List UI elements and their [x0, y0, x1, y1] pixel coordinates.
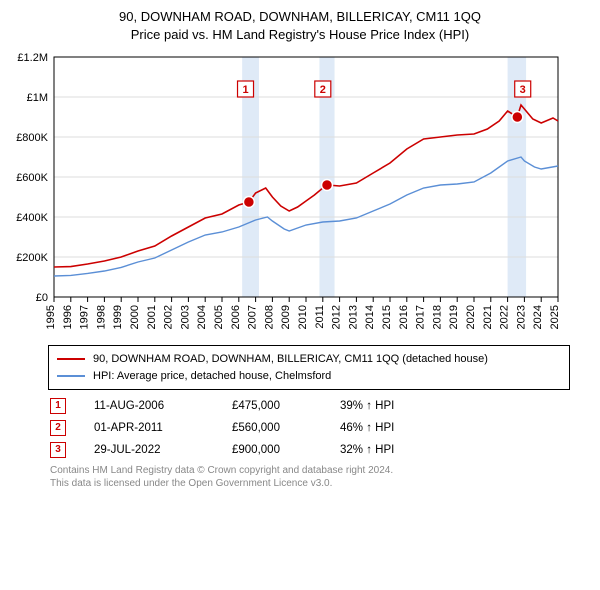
svg-text:1997: 1997	[79, 305, 91, 329]
footnote: Contains HM Land Registry data © Crown c…	[50, 464, 570, 490]
svg-text:2010: 2010	[297, 305, 309, 329]
svg-text:£0: £0	[36, 292, 48, 304]
svg-text:2009: 2009	[280, 305, 292, 329]
marker-row-2: 2 01-APR-2011 £560,000 46% ↑ HPI	[50, 420, 570, 436]
svg-text:2005: 2005	[213, 305, 225, 329]
svg-text:£200K: £200K	[16, 252, 48, 264]
svg-text:2001: 2001	[146, 305, 158, 329]
svg-text:2011: 2011	[314, 305, 326, 329]
legend-row-subject: 90, DOWNHAM ROAD, DOWNHAM, BILLERICAY, C…	[57, 351, 561, 368]
title-line-1: 90, DOWNHAM ROAD, DOWNHAM, BILLERICAY, C…	[10, 8, 590, 26]
svg-text:2008: 2008	[263, 305, 275, 329]
marker-date-2: 01-APR-2011	[94, 422, 204, 434]
svg-text:2002: 2002	[163, 305, 175, 329]
chart-title: 90, DOWNHAM ROAD, DOWNHAM, BILLERICAY, C…	[10, 8, 590, 43]
svg-text:2020: 2020	[465, 305, 477, 329]
svg-text:2021: 2021	[482, 305, 494, 329]
svg-text:2006: 2006	[230, 305, 242, 329]
svg-text:£600K: £600K	[16, 172, 48, 184]
svg-text:2022: 2022	[499, 305, 511, 329]
svg-text:£400K: £400K	[16, 212, 48, 224]
legend-label-subject: 90, DOWNHAM ROAD, DOWNHAM, BILLERICAY, C…	[93, 351, 488, 368]
price-chart-svg: £0 £200K £400K £600K £800K £1M £1.2M 1995 1996 19…	[10, 49, 570, 339]
svg-text:2016: 2016	[398, 305, 410, 329]
marker-row-3: 3 29-JUL-2022 £900,000 32% ↑ HPI	[50, 442, 570, 458]
svg-text:2018: 2018	[431, 305, 443, 329]
marker-date-3: 29-JUL-2022	[94, 444, 204, 456]
chart-area: £0 £200K £400K £600K £800K £1M £1.2M 1995 1996 19…	[10, 49, 590, 339]
marker-badge-2: 2	[50, 420, 66, 436]
markers-table: 1 11-AUG-2006 £475,000 39% ↑ HPI 2 01-AP…	[50, 398, 570, 458]
marker-note-1: 39% ↑ HPI	[340, 400, 394, 412]
svg-text:2000: 2000	[129, 305, 141, 329]
marker-badge-1: 1	[50, 398, 66, 414]
svg-text:2017: 2017	[415, 305, 427, 329]
legend-row-hpi: HPI: Average price, detached house, Chel…	[57, 368, 561, 385]
marker-row-1: 1 11-AUG-2006 £475,000 39% ↑ HPI	[50, 398, 570, 414]
marker-note-3: 32% ↑ HPI	[340, 444, 394, 456]
marker-badge-3: 3	[50, 442, 66, 458]
svg-text:2003: 2003	[179, 305, 191, 329]
marker-date-1: 11-AUG-2006	[94, 400, 204, 412]
svg-text:2025: 2025	[549, 305, 561, 329]
marker-price-2: £560,000	[232, 422, 312, 434]
title-line-2: Price paid vs. HM Land Registry's House …	[10, 26, 590, 44]
chart-container: 90, DOWNHAM ROAD, DOWNHAM, BILLERICAY, C…	[0, 0, 600, 590]
marker-price-1: £475,000	[232, 400, 312, 412]
footnote-line-1: Contains HM Land Registry data © Crown c…	[50, 464, 570, 477]
svg-text:3: 3	[520, 84, 526, 96]
svg-text:£800K: £800K	[16, 132, 48, 144]
marker-price-3: £900,000	[232, 444, 312, 456]
legend: 90, DOWNHAM ROAD, DOWNHAM, BILLERICAY, C…	[48, 345, 570, 390]
svg-text:1995: 1995	[45, 305, 57, 329]
svg-text:2004: 2004	[196, 305, 208, 329]
svg-text:2023: 2023	[515, 305, 527, 329]
svg-text:2: 2	[320, 84, 326, 96]
footnote-line-2: This data is licensed under the Open Gov…	[50, 477, 570, 490]
legend-label-hpi: HPI: Average price, detached house, Chel…	[93, 368, 331, 385]
svg-text:£1.2M: £1.2M	[17, 52, 48, 64]
svg-text:£1M: £1M	[27, 92, 48, 104]
marker-note-2: 46% ↑ HPI	[340, 422, 394, 434]
svg-text:1: 1	[242, 84, 248, 96]
svg-text:2007: 2007	[247, 305, 259, 329]
svg-text:1999: 1999	[112, 305, 124, 329]
svg-text:2015: 2015	[381, 305, 393, 329]
legend-swatch-hpi	[57, 375, 85, 377]
svg-text:2024: 2024	[532, 305, 544, 329]
svg-text:2019: 2019	[448, 305, 460, 329]
svg-text:2012: 2012	[331, 305, 343, 329]
legend-swatch-subject	[57, 358, 85, 360]
svg-text:2014: 2014	[364, 305, 376, 329]
svg-text:1996: 1996	[62, 305, 74, 329]
svg-text:2013: 2013	[347, 305, 359, 329]
svg-text:1998: 1998	[95, 305, 107, 329]
